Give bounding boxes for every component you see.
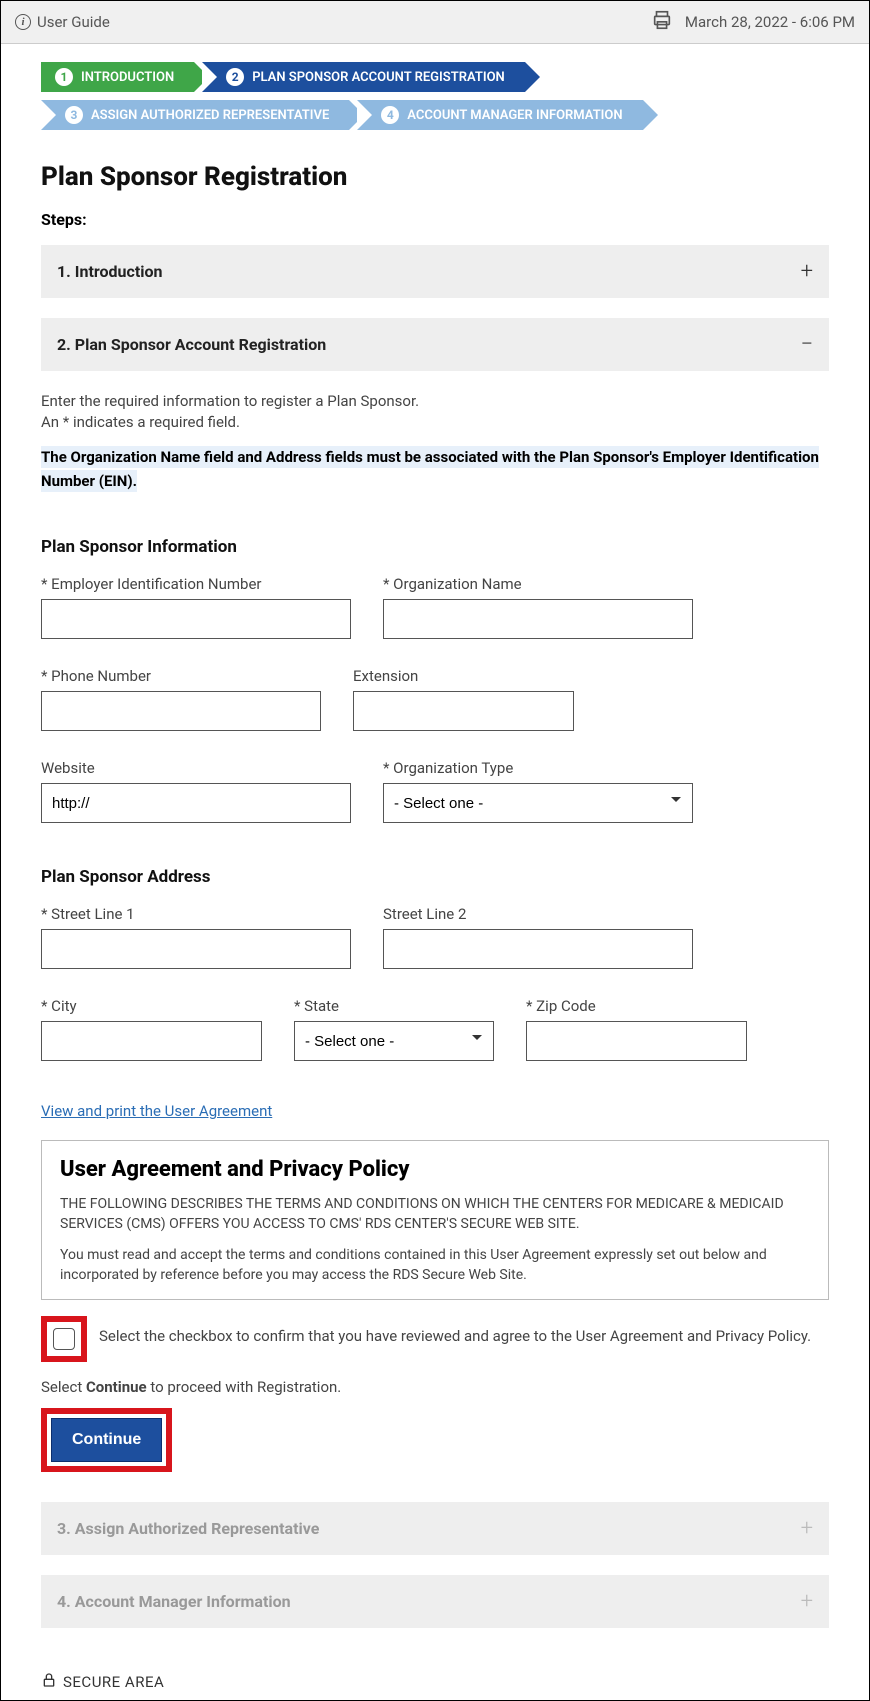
checkbox-label: Select the checkbox to confirm that you … (99, 1316, 811, 1347)
view-print-agreement-link[interactable]: View and print the User Agreement (41, 1102, 272, 1120)
agreement-p1: THE FOLLOWING DESCRIBES THE TERMS AND CO… (60, 1194, 810, 1235)
accordion-introduction[interactable]: 1. Introduction + (41, 245, 829, 298)
checkbox-highlight (41, 1316, 87, 1362)
phone-input[interactable] (41, 691, 321, 731)
phone-label: * Phone Number (41, 667, 321, 685)
button-highlight: Continue (41, 1408, 172, 1472)
accordion-title: 4. Account Manager Information (57, 1592, 291, 1611)
ext-input[interactable] (353, 691, 574, 731)
breadcrumb-label: ASSIGN AUTHORIZED REPRESENTATIVE (91, 108, 329, 123)
zip-input[interactable] (526, 1021, 747, 1061)
breadcrumb-step[interactable]: 2 PLAN SPONSOR ACCOUNT REGISTRATION (202, 62, 525, 92)
street2-label: Street Line 2 (383, 905, 693, 923)
agreement-p2: You must read and accept the terms and c… (60, 1245, 810, 1286)
plus-icon: + (801, 1589, 813, 1614)
accordion-account-manager[interactable]: 4. Account Manager Information + (41, 1575, 829, 1628)
proceed-text: Select Continue to proceed with Registra… (41, 1378, 829, 1396)
accordion-title: 2. Plan Sponsor Account Registration (57, 335, 326, 354)
breadcrumb-step[interactable]: 4 ACCOUNT MANAGER INFORMATION (357, 100, 642, 130)
info-icon: i (15, 14, 31, 30)
org-type-select[interactable]: - Select one - (383, 783, 693, 823)
ein-label: * Employer Identification Number (41, 575, 351, 593)
secure-area: SECURE AREA (1, 1668, 869, 1700)
plus-icon: + (801, 1516, 813, 1541)
print-icon[interactable] (651, 9, 673, 35)
breadcrumb-label: PLAN SPONSOR ACCOUNT REGISTRATION (252, 70, 505, 85)
breadcrumb-step[interactable]: 3 ASSIGN AUTHORIZED REPRESENTATIVE (41, 100, 349, 130)
street1-input[interactable] (41, 929, 351, 969)
accordion-title: 3. Assign Authorized Representative (57, 1519, 319, 1538)
datetime-label: March 28, 2022 - 6:06 PM (685, 13, 855, 31)
breadcrumb-label: ACCOUNT MANAGER INFORMATION (407, 108, 622, 123)
org-type-label: * Organization Type (383, 759, 693, 777)
website-label: Website (41, 759, 351, 777)
org-name-input[interactable] (383, 599, 693, 639)
breadcrumb-step[interactable]: 1 INTRODUCTION (41, 62, 194, 92)
breadcrumb-nav: 1 INTRODUCTION 2 PLAN SPONSOR ACCOUNT REGIS… (41, 62, 829, 138)
breadcrumb-number: 1 (55, 68, 73, 86)
org-name-label: * Organization Name (383, 575, 693, 593)
user-guide-link[interactable]: i User Guide (15, 13, 110, 31)
breadcrumb-number: 4 (381, 106, 399, 124)
city-input[interactable] (41, 1021, 262, 1061)
section-plan-sponsor-info: Plan Sponsor Information (41, 537, 829, 557)
plus-icon: + (801, 259, 813, 284)
agreement-title: User Agreement and Privacy Policy (60, 1157, 810, 1182)
lock-icon (41, 1672, 57, 1692)
user-guide-label: User Guide (37, 13, 110, 31)
breadcrumb-number: 2 (226, 68, 244, 86)
city-label: * City (41, 997, 262, 1015)
agreement-box[interactable]: User Agreement and Privacy Policy THE FO… (41, 1140, 829, 1300)
zip-label: * Zip Code (526, 997, 747, 1015)
steps-label: Steps: (41, 210, 829, 229)
breadcrumb-number: 3 (65, 106, 83, 124)
ein-input[interactable] (41, 599, 351, 639)
topbar: i User Guide March 28, 2022 - 6:06 PM (1, 1, 869, 44)
street2-input[interactable] (383, 929, 693, 969)
website-input[interactable] (41, 783, 351, 823)
continue-button[interactable]: Continue (51, 1418, 162, 1462)
state-select[interactable]: - Select one - (294, 1021, 494, 1061)
street1-label: * Street Line 1 (41, 905, 351, 923)
breadcrumb-label: INTRODUCTION (81, 70, 174, 85)
minus-icon: − (800, 332, 813, 357)
state-label: * State (294, 997, 494, 1015)
accordion-title: 1. Introduction (57, 262, 162, 281)
agree-checkbox[interactable] (53, 1328, 75, 1350)
ext-label: Extension (353, 667, 574, 685)
accordion-assign-rep[interactable]: 3. Assign Authorized Representative + (41, 1502, 829, 1555)
highlight-note: The Organization Name field and Address … (41, 445, 829, 493)
intro-text: Enter the required information to regist… (41, 391, 829, 433)
page-title: Plan Sponsor Registration (41, 162, 829, 192)
section-plan-sponsor-address: Plan Sponsor Address (41, 867, 829, 887)
accordion-registration[interactable]: 2. Plan Sponsor Account Registration − (41, 318, 829, 371)
